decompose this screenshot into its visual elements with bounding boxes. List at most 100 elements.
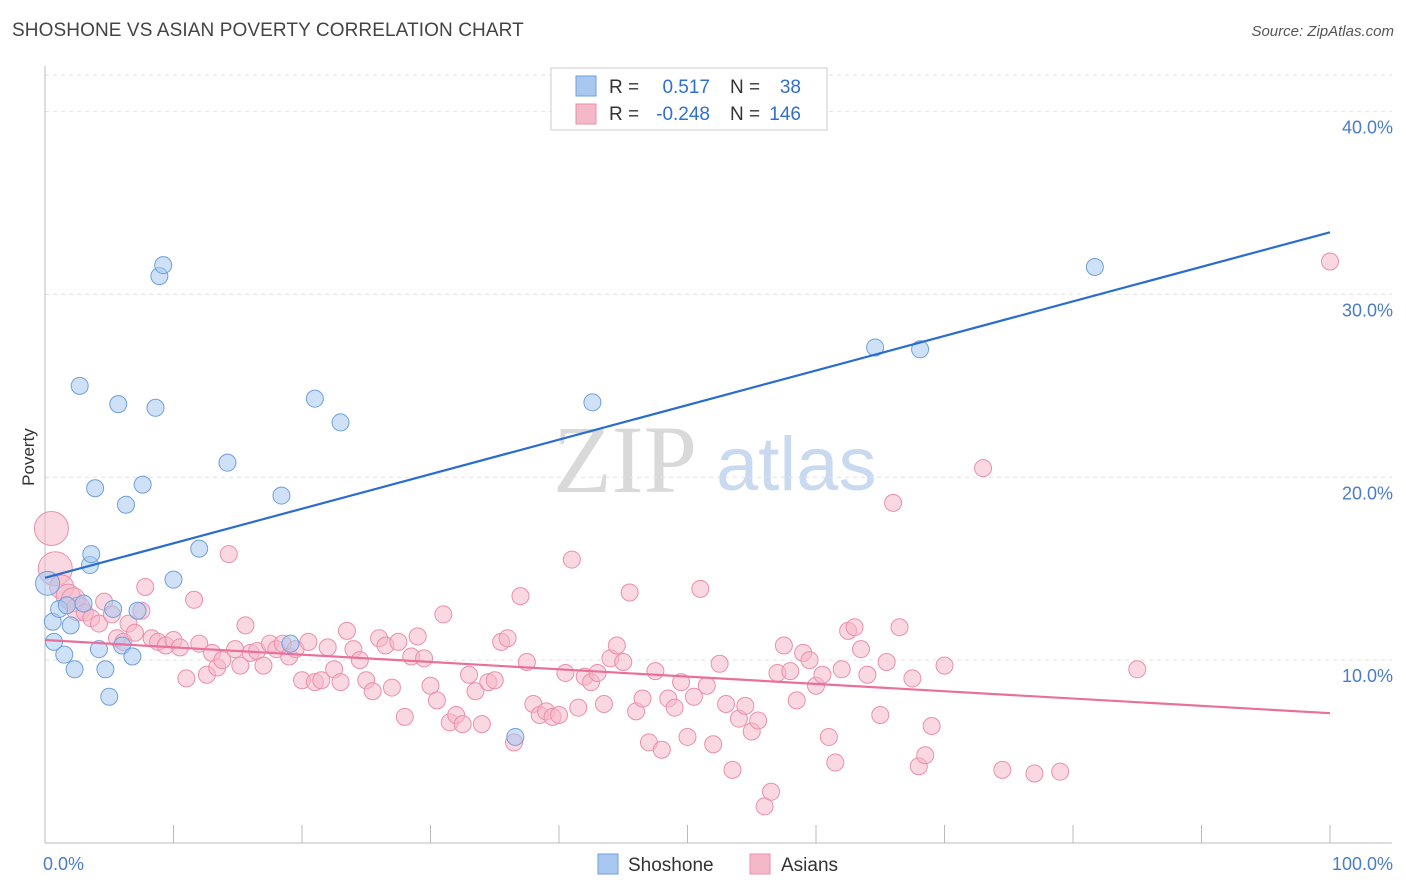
- asians-point: [665, 698, 684, 717]
- asians-point: [89, 614, 108, 633]
- asians-point: [408, 627, 427, 646]
- asians-point: [678, 727, 697, 746]
- asians-point: [620, 583, 639, 602]
- asians-point: [331, 673, 350, 692]
- stats-n-label-2: N =: [730, 104, 760, 125]
- asians-point: [395, 707, 414, 726]
- shoshone-point: [82, 545, 101, 564]
- y-tick-labels: 10.0% 20.0% 30.0% 40.0%: [1342, 118, 1393, 687]
- asians-point: [832, 660, 851, 679]
- shoshone-point: [583, 393, 602, 412]
- axes: [44, 66, 1392, 844]
- asians-point: [337, 621, 356, 640]
- chart-title: SHOSHONE VS ASIAN POVERTY CORRELATION CH…: [12, 20, 524, 41]
- asians-point: [472, 715, 491, 734]
- shoshone-point: [89, 640, 108, 659]
- source-label: Source: ZipAtlas.com: [1251, 23, 1394, 40]
- stats-r-label-2: R =: [609, 104, 639, 125]
- asians-point: [453, 715, 472, 734]
- asians-point: [466, 682, 485, 701]
- asians-point: [556, 663, 575, 682]
- asians-point: [1051, 762, 1070, 781]
- asians-point: [710, 654, 729, 673]
- shoshone-point: [506, 727, 525, 746]
- asians-point: [749, 711, 768, 730]
- asians-point: [511, 587, 530, 606]
- stats-box: R = 0.517 N = 38 R = -0.248 N = 146: [550, 67, 828, 131]
- stats-box-frame: [550, 67, 828, 131]
- asians-point: [890, 618, 909, 637]
- asians-point: [787, 691, 806, 710]
- asians-point: [884, 493, 903, 512]
- shoshone-point: [190, 539, 209, 558]
- asians-point: [136, 578, 155, 596]
- asians-point: [1321, 252, 1339, 271]
- asians-point: [935, 656, 954, 675]
- shoshone-point: [109, 395, 128, 414]
- asians-point: [781, 662, 800, 681]
- shoshone-point: [65, 660, 84, 679]
- stats-swatch-asians: [575, 103, 597, 125]
- shoshone-point: [272, 486, 291, 505]
- asians-point: [607, 636, 626, 655]
- asians-point: [125, 623, 144, 642]
- stats-swatch-shoshone: [575, 75, 597, 97]
- shoshone-point: [104, 599, 123, 618]
- asians-point: [800, 651, 819, 670]
- shoshone-point: [133, 475, 152, 494]
- shoshone-point: [331, 413, 350, 432]
- asians-point: [826, 753, 845, 772]
- shoshone-point: [128, 601, 147, 620]
- asians-point: [614, 652, 633, 671]
- asians-point: [231, 656, 250, 675]
- trend-lines: [44, 231, 1331, 715]
- asians-point: [633, 689, 652, 708]
- stats-r-label-1: R =: [609, 77, 639, 98]
- asians-point: [185, 590, 204, 609]
- asians-point: [697, 676, 716, 695]
- asians-point: [33, 510, 69, 546]
- asians-point: [562, 550, 581, 569]
- asians-point: [774, 636, 793, 655]
- legend-label-shoshone: Shoshone: [628, 855, 714, 876]
- asians-point: [363, 682, 382, 701]
- asians-point: [646, 662, 665, 681]
- stats-n-value-1: 38: [780, 77, 801, 98]
- shoshone-point: [123, 647, 142, 666]
- shoshone-point: [218, 453, 237, 472]
- asians-point: [498, 629, 517, 648]
- asians-point: [318, 638, 337, 657]
- asians-point: [916, 746, 935, 765]
- asians-point: [974, 459, 993, 478]
- legend-label-asians: Asians: [781, 855, 838, 876]
- asians-point: [219, 545, 238, 564]
- asians-point: [858, 665, 877, 684]
- stats-n-label-1: N =: [730, 77, 760, 98]
- asians-point: [691, 579, 710, 598]
- y-tick-label: 40.0%: [1342, 118, 1393, 138]
- y-tick-label: 20.0%: [1342, 483, 1393, 503]
- x-tick-label-min: 0.0%: [43, 854, 84, 874]
- asians-point: [903, 669, 922, 688]
- asians-point: [427, 691, 446, 710]
- asians-point: [1025, 764, 1044, 783]
- asians-point: [672, 673, 691, 692]
- shoshone-point: [61, 616, 80, 635]
- asians-trend-line: [44, 638, 1331, 715]
- asians-point: [877, 652, 896, 671]
- asians-point: [569, 698, 588, 717]
- shoshone-point: [911, 340, 930, 359]
- asians-point: [851, 640, 870, 659]
- y-tick-label: 10.0%: [1342, 666, 1393, 686]
- stats-r-value-2: -0.248: [656, 104, 710, 125]
- asians-point: [871, 706, 890, 724]
- shoshone-trend-line: [44, 231, 1331, 579]
- asians-point: [177, 669, 196, 688]
- legend-swatch-asians: [749, 853, 771, 875]
- shoshone-point: [35, 570, 61, 596]
- asians-point: [460, 665, 479, 684]
- asians-point: [1128, 660, 1147, 679]
- asians-point: [350, 651, 369, 670]
- shoshone-point: [96, 660, 115, 679]
